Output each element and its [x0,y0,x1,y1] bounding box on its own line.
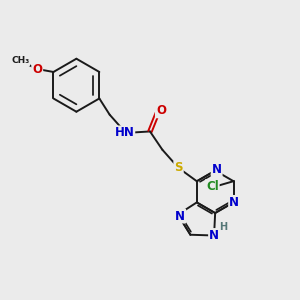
Text: CH₃: CH₃ [11,56,29,65]
Text: O: O [32,62,42,76]
Text: N: N [212,163,222,176]
Text: O: O [156,104,166,117]
Text: Cl: Cl [206,180,219,193]
Text: S: S [174,161,183,175]
Text: HN: HN [114,126,134,140]
Text: N: N [175,210,185,223]
Text: N: N [229,196,239,209]
Text: H: H [219,222,227,232]
Text: N: N [209,229,219,242]
